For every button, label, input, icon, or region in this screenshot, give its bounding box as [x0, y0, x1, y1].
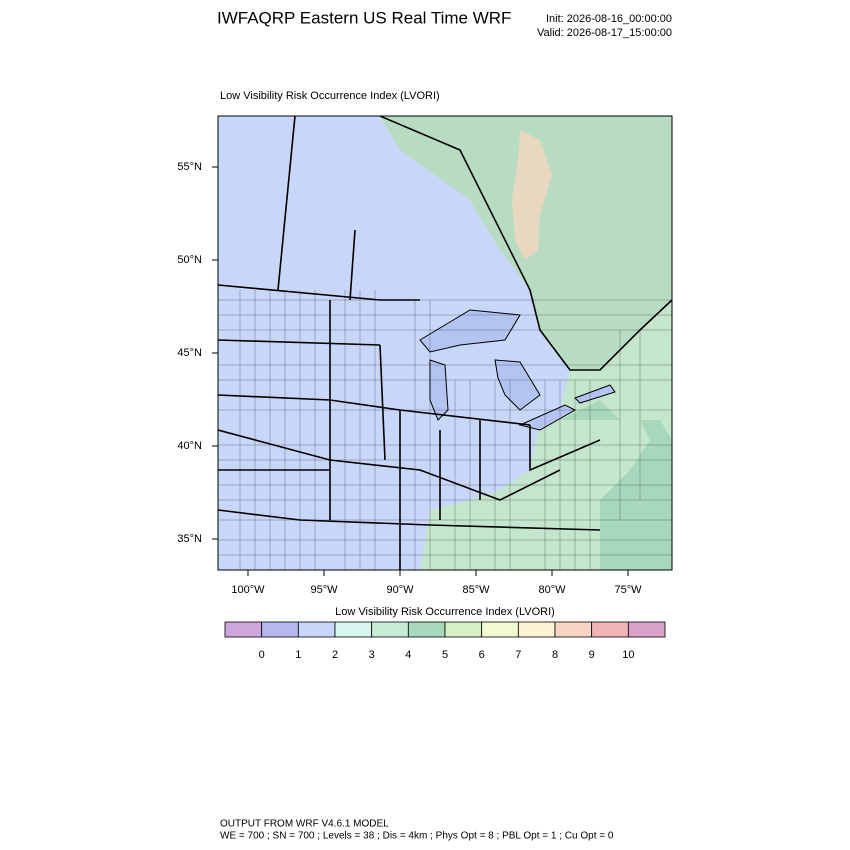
colorbar-label: 3 [369, 649, 375, 661]
us-canada-border [218, 284, 420, 301]
colorbar-box [554, 621, 593, 638]
lake-erie [518, 404, 577, 431]
init-time: Init: 2026-08-16_00:00:00 [546, 13, 672, 25]
colorbar-label: 1 [295, 649, 301, 661]
low-index-region [218, 116, 570, 570]
colorbar-label: 0 [259, 649, 265, 661]
colorbar-label: 9 [589, 649, 595, 661]
plot-title: Low Visibility Risk Occurrence Index (LV… [220, 90, 440, 102]
lon-label: 85°W [462, 584, 490, 596]
state-borders [218, 300, 601, 570]
colorbar-box [407, 621, 446, 638]
colorbar-box [224, 621, 263, 638]
colorbar: 0 1 2 3 4 5 6 7 8 9 10 [224, 621, 666, 661]
lake-huron [494, 359, 541, 411]
colorbar-label: 5 [442, 649, 448, 661]
main-title: IWFAQRP Eastern US Real Time WRF [217, 8, 511, 27]
lake-superior [419, 309, 521, 353]
colorbar-box [261, 621, 299, 638]
lon-axis: 100°W 95°W 90°W 85°W 80°W 75°W [231, 570, 642, 596]
colorbar-label: 7 [515, 649, 521, 661]
province-borders [277, 116, 672, 371]
atlantic [560, 400, 672, 570]
colorbar-box [444, 621, 483, 638]
colorbar-title: Low Visibility Risk Occurrence Index (LV… [335, 606, 555, 618]
highlands [512, 130, 552, 260]
lat-axis: 55°N 50°N 45°N 40°N 35°N [177, 161, 218, 545]
footer-line: WE = 700 ; SN = 700 ; Levels = 38 ; Dis … [220, 831, 614, 842]
lake-ontario [574, 384, 616, 404]
colorbar-box [297, 621, 336, 638]
map-frame [217, 115, 673, 571]
colorbar-box [517, 621, 556, 638]
lat-label: 55°N [177, 161, 202, 173]
colorbar-box [334, 621, 373, 638]
lon-label: 75°W [614, 584, 642, 596]
lat-label: 50°N [177, 254, 202, 266]
valid-time: Valid: 2026-08-17_15:00:00 [537, 27, 672, 39]
lon-label: 100°W [231, 584, 265, 596]
county-lines [218, 290, 672, 570]
colorbar-label: 4 [405, 649, 411, 661]
colorbar-box [591, 621, 629, 638]
lat-label: 35°N [177, 533, 202, 545]
colorbar-label: 6 [479, 649, 485, 661]
colorbar-box [481, 621, 519, 638]
lon-label: 80°W [538, 584, 566, 596]
lon-label: 95°W [310, 584, 338, 596]
lat-label: 40°N [177, 440, 202, 452]
colorbar-box [627, 621, 666, 638]
colorbar-label: 2 [332, 649, 338, 661]
lon-label: 90°W [386, 584, 414, 596]
lat-label: 45°N [177, 347, 202, 359]
map [217, 115, 673, 571]
footer-line: OUTPUT FROM WRF V4.6.1 MODEL [220, 819, 389, 830]
colorbar-label: 10 [622, 649, 634, 661]
colorbar-label: 8 [552, 649, 558, 661]
colorbar-box [371, 621, 409, 638]
